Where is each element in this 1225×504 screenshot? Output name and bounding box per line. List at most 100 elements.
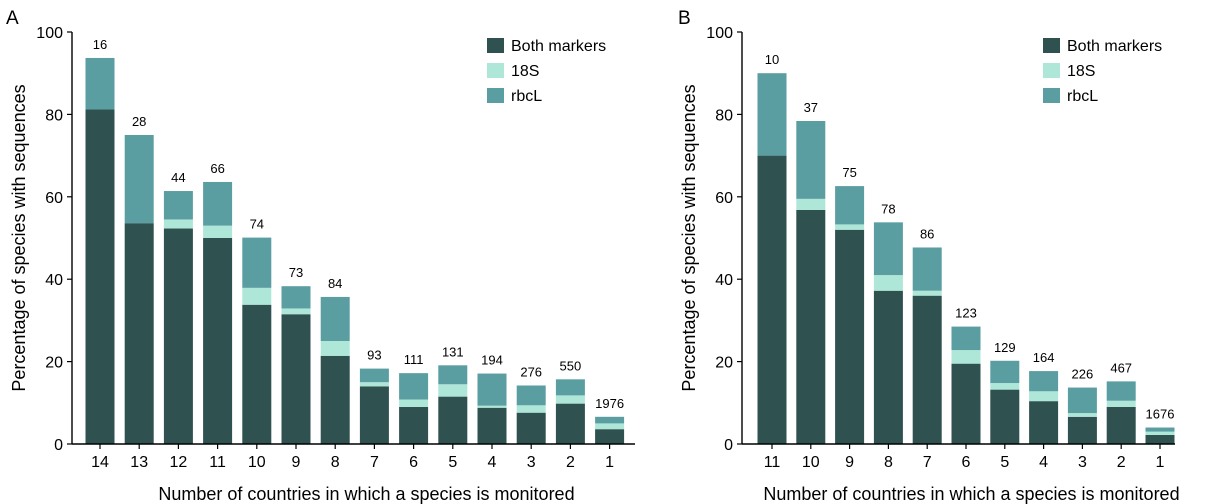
bar-segment-rbcl	[399, 373, 429, 400]
bar-segment-both	[477, 407, 507, 444]
bar-count-label: 73	[289, 265, 303, 280]
bar-segment-s18	[242, 287, 272, 305]
bar-segment-both	[990, 389, 1020, 444]
bar-segment-s18	[281, 308, 311, 315]
y-tick-label: 20	[715, 355, 733, 372]
legend-swatch-s18	[1043, 63, 1060, 78]
x-tick-label: 7	[923, 454, 932, 471]
bar-count-label: 10	[765, 52, 779, 67]
bar-segment-both	[242, 304, 272, 444]
bar-segment-rbcl	[1029, 371, 1059, 392]
bar-count-label: 123	[955, 306, 977, 321]
bar-count-label: 129	[994, 340, 1016, 355]
bar-segment-s18	[835, 224, 865, 230]
y-tick-label: 0	[724, 437, 733, 454]
bar-segment-rbcl	[477, 373, 507, 406]
x-tick-label: 6	[409, 454, 418, 471]
bar-segment-both	[873, 290, 903, 444]
bar-segment-both	[516, 412, 546, 444]
legend-label-both: Both markers	[511, 38, 606, 55]
x-tick-label: 3	[1078, 454, 1087, 471]
bar-segment-rbcl	[359, 368, 389, 383]
bar-segment-s18	[990, 383, 1020, 390]
bar-count-label: 1976	[595, 396, 624, 411]
y-tick-label: 60	[715, 190, 733, 207]
x-tick-label: 14	[91, 454, 109, 471]
x-tick-label: 4	[488, 454, 497, 471]
bar-segment-rbcl	[1067, 387, 1097, 414]
bar-count-label: 194	[481, 353, 503, 368]
bar-segment-both	[835, 229, 865, 444]
panel-a: A161428134412661174107398489371116131519…	[6, 8, 635, 504]
bar-count-label: 550	[560, 358, 582, 373]
bar-segment-both	[163, 228, 193, 444]
bar-count-label: 66	[210, 161, 224, 176]
bar-segment-both	[124, 223, 154, 444]
bar-segment-s18	[873, 275, 903, 291]
y-tick-label: 80	[45, 107, 63, 124]
x-tick-label: 8	[884, 454, 893, 471]
x-tick-label: 1	[605, 454, 614, 471]
bar-segment-rbcl	[203, 181, 233, 226]
bar-segment-rbcl	[951, 326, 981, 351]
bar-segment-both	[951, 363, 981, 444]
bar-segment-s18	[359, 382, 389, 387]
bar-count-label: 28	[132, 114, 146, 129]
x-tick-label: 4	[1039, 454, 1048, 471]
bar-segment-both	[555, 403, 585, 444]
bar-segment-both	[1106, 406, 1136, 444]
bar-segment-s18	[438, 384, 468, 397]
bar-segment-s18	[320, 341, 350, 356]
bar-segment-s18	[595, 423, 625, 430]
bar-segment-both	[438, 396, 468, 444]
x-tick-label: 3	[527, 454, 536, 471]
bar-segment-both	[399, 406, 429, 444]
y-tick-label: 100	[36, 25, 63, 42]
x-tick-label: 2	[566, 454, 575, 471]
bar-segment-rbcl	[242, 237, 272, 288]
bar-count-label: 276	[520, 365, 542, 380]
legend-swatch-both	[1043, 38, 1060, 53]
x-tick-label: 11	[209, 454, 226, 471]
bar-segment-s18	[1145, 431, 1175, 435]
legend-swatch-rbcl	[487, 88, 504, 103]
bar-segment-rbcl	[281, 286, 311, 309]
y-axis-title: Percentage of species with sequences	[679, 84, 699, 391]
bar-count-label: 74	[250, 217, 264, 232]
bar-segment-rbcl	[1106, 381, 1136, 401]
legend-label-s18: 18S	[1067, 63, 1095, 80]
bar-segment-s18	[912, 290, 942, 296]
bar-segment-rbcl	[516, 385, 546, 406]
y-axis-title: Percentage of species with sequences	[9, 84, 29, 391]
bar-segment-s18	[555, 395, 585, 404]
bar-count-label: 37	[804, 100, 818, 115]
x-tick-label: 13	[130, 454, 148, 471]
x-tick-label: 9	[292, 454, 301, 471]
bar-count-label: 164	[1033, 350, 1055, 365]
y-tick-label: 40	[715, 272, 733, 289]
x-tick-label: 12	[170, 454, 188, 471]
bar-segment-both	[912, 295, 942, 444]
bar-count-label: 131	[442, 344, 464, 359]
bar-segment-s18	[203, 225, 233, 238]
bar-count-label: 75	[842, 165, 856, 180]
bar-segment-rbcl	[85, 57, 115, 110]
x-tick-label: 1	[1156, 454, 1165, 471]
legend-label-rbcl: rbcL	[1067, 88, 1098, 105]
bar-count-label: 1676	[1146, 407, 1175, 422]
x-axis-title: Number of countries in which a species i…	[763, 484, 1179, 504]
bar-segment-both	[595, 429, 625, 444]
legend-swatch-s18	[487, 63, 504, 78]
y-tick-label: 100	[706, 25, 733, 42]
x-tick-label: 10	[802, 454, 820, 471]
bar-segment-both	[796, 209, 826, 444]
bar-count-label: 467	[1110, 360, 1132, 375]
panel-letter: A	[6, 8, 19, 29]
legend-label-both: Both markers	[1067, 38, 1162, 55]
bar-segment-s18	[1029, 391, 1059, 402]
bar-segment-rbcl	[873, 222, 903, 276]
bar-count-label: 84	[328, 276, 342, 291]
x-tick-label: 5	[1000, 454, 1009, 471]
bar-segment-rbcl	[1145, 427, 1175, 432]
